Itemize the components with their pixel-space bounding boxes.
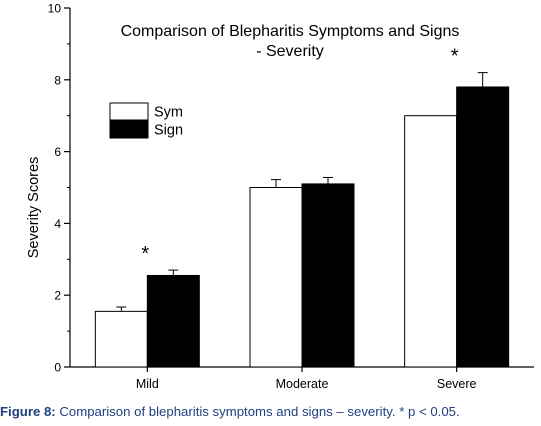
x-tick-label: Mild	[136, 377, 159, 391]
chart-title: Comparison of Blepharitis Symptoms and S…	[121, 23, 460, 60]
significance-asterisk: *	[451, 46, 459, 68]
bar-sign-moderate	[301, 183, 355, 368]
figure-caption-text: Comparison of blepharitis symptoms and s…	[55, 404, 460, 419]
bar-sym-moderate	[249, 187, 303, 368]
chart-title-line-1: Comparison of Blepharitis Symptoms and S…	[121, 23, 460, 40]
bars	[94, 86, 510, 368]
y-tick-label: 4	[54, 217, 61, 231]
legend-swatch-sign	[109, 120, 149, 139]
y-tick-label: 8	[54, 73, 61, 87]
bar-sign-mild	[146, 274, 200, 368]
bar-sym-severe	[404, 115, 458, 368]
error-bars	[116, 72, 488, 312]
y-tick-label: 2	[54, 289, 61, 303]
y-tick-label: 0	[54, 361, 61, 375]
legend: Sym Sign	[109, 102, 183, 139]
y-tick-label: 6	[54, 145, 61, 159]
chart-title-line-2: - Severity	[256, 43, 324, 60]
y-axis-label-text: Severity Scores	[26, 157, 42, 259]
significance-asterisk: *	[141, 243, 149, 265]
legend-label-sign: Sign	[154, 123, 183, 139]
legend-swatch-sym	[109, 102, 149, 121]
significance-markers: **	[141, 46, 458, 265]
x-tick-label: Moderate	[276, 377, 329, 391]
x-tick-label: Severe	[437, 377, 477, 391]
y-tick-label: 10	[48, 2, 62, 16]
bar-chart: Comparison of Blepharitis Symptoms and S…	[26, 2, 534, 391]
figure-label: Figure 8:	[0, 404, 56, 419]
bar-sym-mild	[94, 310, 148, 368]
figure-caption: Figure 8: Comparison of blepharitis symp…	[0, 404, 541, 424]
legend-label-sym: Sym	[154, 105, 183, 121]
bar-sign-severe	[456, 86, 510, 368]
y-axis-label: Severity Scores	[26, 157, 42, 259]
